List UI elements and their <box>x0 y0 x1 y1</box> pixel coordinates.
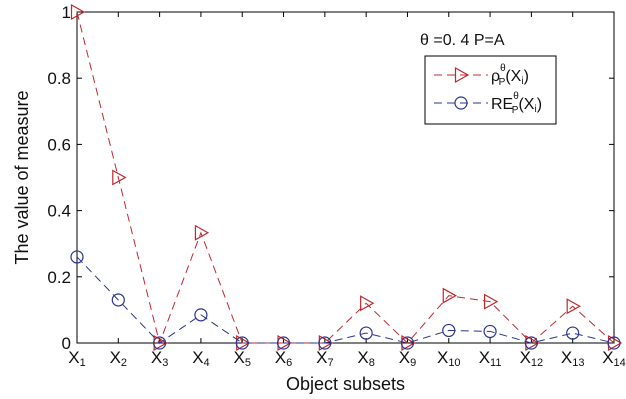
data-point-re <box>483 324 497 339</box>
x-tick-label: X3 <box>151 348 168 369</box>
data-point-re <box>153 336 167 350</box>
x-tick-label: X5 <box>233 348 250 369</box>
data-point-re <box>111 293 125 307</box>
data-point-re <box>359 326 373 340</box>
data-point-re <box>235 336 249 350</box>
x-axis-title: Object subsets <box>286 374 405 394</box>
data-point-rho <box>483 293 499 310</box>
y-tick-label: 0 <box>62 334 71 353</box>
y-tick-label: 0.2 <box>47 268 71 287</box>
series-layer <box>70 3 623 352</box>
legend-label-re: REθ P(Xi) <box>491 91 542 116</box>
x-tick-label: X1 <box>68 348 85 369</box>
y-axis: 0 0.2 0.4 0.6 0.8 1 <box>47 3 614 353</box>
data-point-rho <box>194 224 210 241</box>
x-tick-label: X4 <box>192 348 209 369</box>
x-tick-label: X14 <box>602 348 626 369</box>
x-tick-label: X9 <box>399 348 416 369</box>
x-axis: X1 X2 X3 X4 X5 X6 X7 X8 X9 X10 X11 X12 X13 X14 <box>68 12 626 369</box>
series-line-rho <box>76 11 615 345</box>
series-re <box>70 250 621 350</box>
data-point-re <box>194 308 208 322</box>
legend-label-rho: ρθ P(Xi) <box>491 63 529 88</box>
y-tick-label: 0.4 <box>47 202 71 221</box>
x-tick-label: X6 <box>275 348 292 369</box>
legend-box <box>424 55 557 125</box>
legend-marker-rho <box>454 66 470 84</box>
y-axis-title: The value of measure <box>12 90 32 264</box>
x-tick-label: X7 <box>316 348 333 369</box>
x-tick-label: X8 <box>357 348 374 369</box>
x-tick-label: X13 <box>561 348 585 369</box>
data-point-rho <box>442 287 457 304</box>
x-tick-label: X2 <box>110 348 127 369</box>
data-point-re <box>318 336 332 350</box>
x-tick-label: X10 <box>437 348 461 369</box>
y-tick-label: 0.6 <box>47 135 71 154</box>
data-point-re <box>566 326 580 340</box>
data-point-rho <box>360 295 375 312</box>
data-point-re <box>276 336 291 350</box>
legend-marker-re <box>454 96 468 110</box>
y-tick-label: 1 <box>62 3 71 22</box>
x-tick-label: X11 <box>479 348 502 369</box>
data-point-rho <box>566 298 581 315</box>
data-point-rho <box>70 3 86 21</box>
plot-frame <box>76 11 615 344</box>
data-point-re <box>400 336 415 350</box>
data-point-re <box>442 323 456 338</box>
y-tick-label: 0.8 <box>47 69 71 88</box>
legend: ρθ P(Xi) REθ P(Xi) <box>424 55 557 125</box>
data-point-re <box>70 250 84 264</box>
series-line-re <box>76 256 615 344</box>
data-point-re <box>524 336 538 350</box>
data-point-re <box>607 336 621 350</box>
x-tick-label: X12 <box>520 348 544 369</box>
annotation-text: θ =0. 4 P=A <box>420 32 505 49</box>
data-point-rho <box>112 169 127 186</box>
